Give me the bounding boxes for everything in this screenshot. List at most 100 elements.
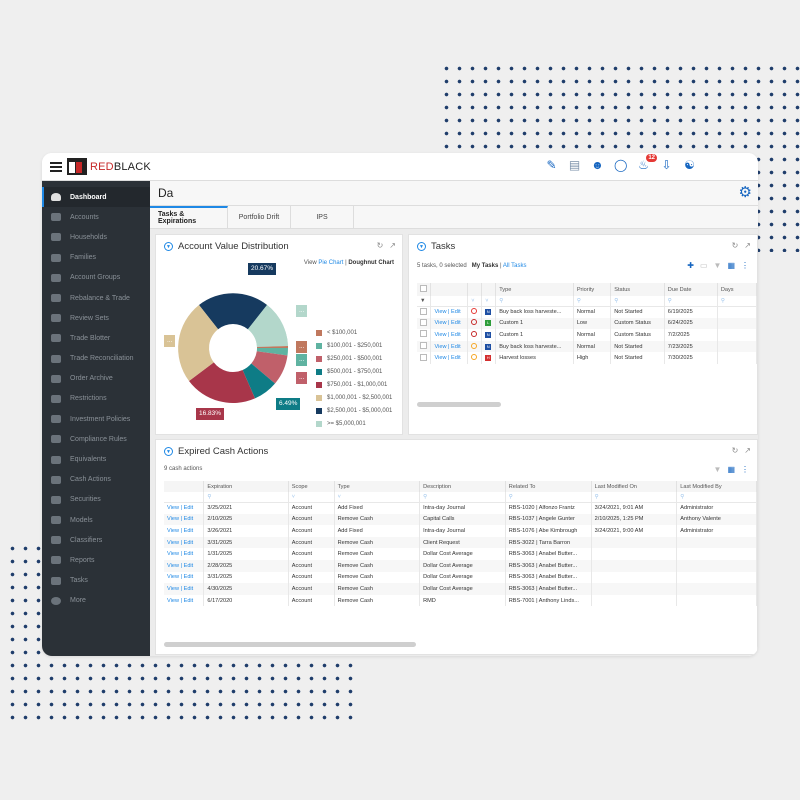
row-checkbox[interactable] — [420, 353, 427, 361]
sidebar-item-trade-reconciliation[interactable]: Trade Reconciliation — [42, 349, 150, 369]
col-days[interactable]: Days — [717, 283, 757, 296]
all-tasks-link[interactable]: All Tasks — [502, 263, 527, 269]
col-description[interactable]: Description — [419, 481, 506, 492]
sidebar-item-order-archive[interactable]: Order Archive — [42, 369, 150, 389]
col-scope[interactable]: Scope — [288, 481, 335, 492]
legend-item[interactable]: >= $5,000,001 — [316, 417, 392, 430]
search-icon[interactable]: ⚲ — [610, 296, 665, 307]
document-export-icon[interactable]: ✎ — [546, 158, 557, 172]
legend-item[interactable]: $250,001 - $500,001 — [316, 352, 392, 365]
delete-icon[interactable]: ▭ — [699, 261, 708, 270]
refresh-icon[interactable]: ↻ — [731, 446, 739, 455]
gear-icon[interactable]: ⚙ — [738, 184, 752, 201]
view-edit-link[interactable]: View | Edit — [430, 329, 469, 341]
network-icon[interactable]: ◯ — [614, 158, 628, 172]
view-edit-link[interactable]: View | Edit — [430, 317, 469, 330]
sidebar-item-tasks[interactable]: Tasks — [42, 571, 150, 591]
hamburger-menu-icon[interactable] — [50, 161, 62, 172]
view-edit-link[interactable]: View | Edit — [430, 306, 469, 318]
tab-portfolio-drift[interactable]: Portfolio Drift — [228, 206, 291, 228]
sidebar-item-accounts[interactable]: Accounts — [42, 207, 150, 227]
more-menu-icon[interactable]: ⋮ — [741, 465, 749, 474]
legend-item[interactable]: $100,001 - $250,001 — [316, 339, 392, 352]
search-icon[interactable]: ⚲ — [419, 492, 506, 503]
refresh-icon[interactable]: ↻ — [376, 241, 384, 250]
view-edit-link[interactable]: View | Edit — [164, 536, 205, 549]
globe-icon[interactable]: ☯ — [684, 158, 695, 172]
col-status[interactable]: Status — [610, 283, 665, 296]
search-icon[interactable]: ⚲ — [203, 492, 289, 503]
more-menu-icon[interactable]: ⋮ — [741, 261, 749, 270]
filter-icon[interactable]: ▼ — [417, 296, 432, 307]
row-checkbox[interactable] — [420, 318, 427, 326]
sidebar-item-classifiers[interactable]: Classifiers — [42, 530, 150, 550]
col-type[interactable]: Type — [495, 283, 574, 296]
clear-filter-icon[interactable]: ▼ — [713, 465, 722, 474]
sidebar-item-equivalents[interactable]: Equivalents — [42, 449, 150, 469]
legend-item[interactable]: $1,000,001 - $2,500,001 — [316, 391, 392, 404]
bell-icon[interactable]: ♨ 12 — [638, 154, 657, 172]
search-icon[interactable]: ⚲ — [495, 296, 574, 307]
search-icon[interactable]: ⚲ — [664, 296, 718, 307]
sidebar-item-account-groups[interactable]: Account Groups — [42, 268, 150, 288]
select-all-checkbox[interactable] — [420, 285, 427, 292]
view-edit-link[interactable]: View | Edit — [430, 340, 469, 353]
search-icon[interactable]: ⚲ — [591, 492, 678, 503]
popout-icon[interactable]: ↗ — [744, 241, 751, 250]
refresh-icon[interactable]: ↻ — [731, 241, 739, 250]
sidebar-item-rebalance-trade[interactable]: Rebalance & Trade — [42, 288, 150, 308]
sidebar-item-families[interactable]: Families — [42, 248, 150, 268]
tab-tasks-expirations[interactable]: Tasks & Expirations — [150, 206, 228, 228]
view-edit-link[interactable]: View | Edit — [164, 502, 205, 514]
sidebar-item-models[interactable]: Models — [42, 510, 150, 530]
view-edit-link[interactable]: View | Edit — [164, 571, 205, 584]
view-edit-link[interactable]: View | Edit — [430, 352, 469, 364]
legend-item[interactable]: $2,500,001 - $5,000,001 — [316, 404, 392, 417]
collapse-icon[interactable]: ▼ — [417, 242, 426, 251]
row-checkbox[interactable] — [420, 342, 427, 350]
sidebar-item-more[interactable]: More — [42, 591, 150, 611]
document-settings-icon[interactable]: ▤ — [568, 158, 581, 172]
download-icon[interactable]: ⇩ — [661, 158, 672, 172]
legend-item[interactable]: $750,001 - $1,000,001 — [316, 378, 392, 391]
col-last-modified-by[interactable]: Last Modified By — [676, 481, 757, 492]
col-related-to[interactable]: Related To — [505, 481, 592, 492]
view-edit-link[interactable]: View | Edit — [164, 525, 205, 537]
collapse-icon[interactable]: ▼ — [164, 242, 173, 251]
col-last-modified-on[interactable]: Last Modified On — [591, 481, 678, 492]
legend-item[interactable]: $500,001 - $750,001 — [316, 365, 392, 378]
col-expiration[interactable]: Expiration — [203, 481, 289, 492]
doughnut-chart-link[interactable]: Doughnut Chart — [348, 260, 394, 266]
row-checkbox[interactable] — [420, 330, 427, 338]
col-priority[interactable]: Priority — [573, 283, 612, 296]
col-due-date[interactable]: Due Date — [664, 283, 718, 296]
view-edit-link[interactable]: View | Edit — [164, 559, 205, 572]
collapse-icon[interactable]: ▼ — [164, 447, 173, 456]
pie-chart-link[interactable]: Pie Chart — [318, 260, 344, 266]
sidebar-item-compliance-rules[interactable]: Compliance Rules — [42, 429, 150, 449]
horizontal-scrollbar[interactable] — [417, 402, 501, 407]
search-icon[interactable]: ⚲ — [573, 296, 612, 307]
search-icon[interactable]: ⚲ — [717, 296, 757, 307]
sidebar-item-restrictions[interactable]: Restrictions — [42, 389, 150, 409]
column-chooser-icon[interactable]: ▦ — [727, 261, 735, 270]
search-icon[interactable]: ⚲ — [505, 492, 592, 503]
sidebar-item-securities[interactable]: Securities — [42, 490, 150, 510]
view-edit-link[interactable]: View | Edit — [164, 513, 205, 526]
sidebar-item-reports[interactable]: Reports — [42, 550, 150, 570]
view-edit-link[interactable]: View | Edit — [164, 583, 205, 595]
user-book-icon[interactable]: ☻ — [591, 158, 604, 172]
sidebar-item-trade-blotter[interactable]: Trade Blotter — [42, 328, 150, 348]
tab-ips[interactable]: IPS — [291, 206, 354, 228]
clear-filter-icon[interactable]: ▼ — [713, 261, 722, 270]
horizontal-scrollbar[interactable] — [164, 642, 416, 647]
legend-item[interactable]: < $100,001 — [316, 326, 392, 339]
row-checkbox[interactable] — [420, 307, 427, 315]
col-type[interactable]: Type — [334, 481, 421, 492]
sidebar-item-cash-actions[interactable]: Cash Actions — [42, 470, 150, 490]
sidebar-item-dashboard[interactable]: Dashboard — [42, 187, 150, 208]
sidebar-item-review-sets[interactable]: Review Sets — [42, 308, 150, 328]
popout-icon[interactable]: ↗ — [389, 241, 396, 250]
view-edit-link[interactable]: View | Edit — [164, 548, 205, 560]
search-icon[interactable]: ⚲ — [676, 492, 757, 503]
